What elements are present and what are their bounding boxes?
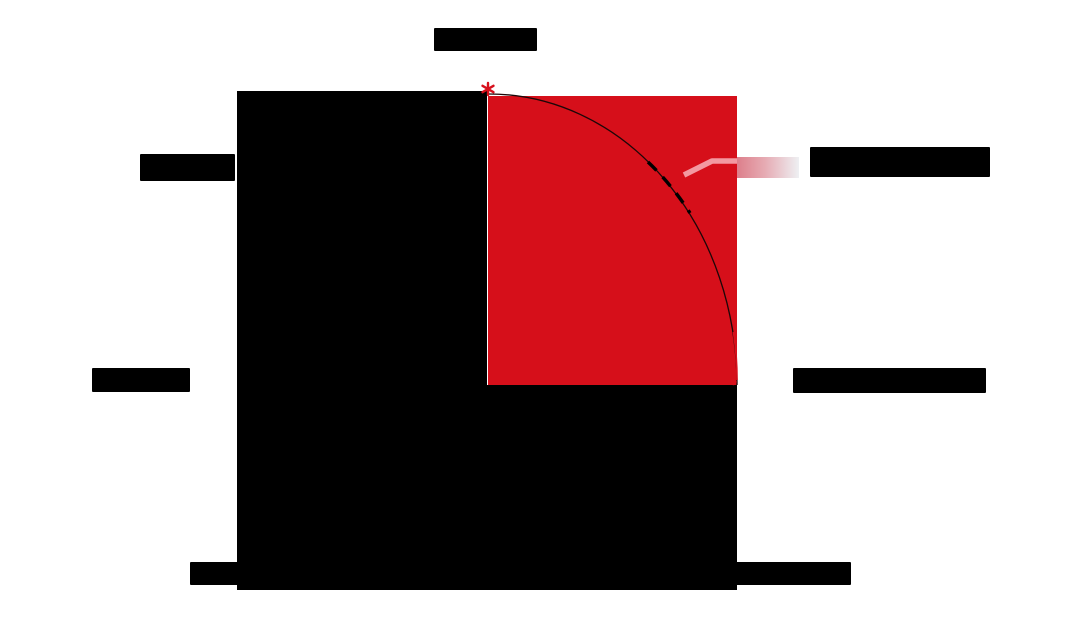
right-callout-label: 个性化专属定制推荐要素 <box>810 147 990 177</box>
left-upper-label: 市场活动宣言 <box>140 154 235 181</box>
bottom-caption-label: 本活动最终解释权归主办方所有参与即视为同意以上全部条款详情请咨询客服领取奖金 <box>190 562 851 585</box>
red-square-top-right-quadrant <box>488 96 737 385</box>
top-title-label: 新春盛典贺信 <box>434 28 537 51</box>
left-middle-label: 活动具体内容 <box>92 368 190 392</box>
black-square-bottom-right-quadrant <box>487 385 737 590</box>
callout-gradient-band <box>737 157 799 178</box>
right-middle-label: 互动交流专区福利公告信 <box>793 368 986 393</box>
black-square-left-half <box>237 91 487 590</box>
